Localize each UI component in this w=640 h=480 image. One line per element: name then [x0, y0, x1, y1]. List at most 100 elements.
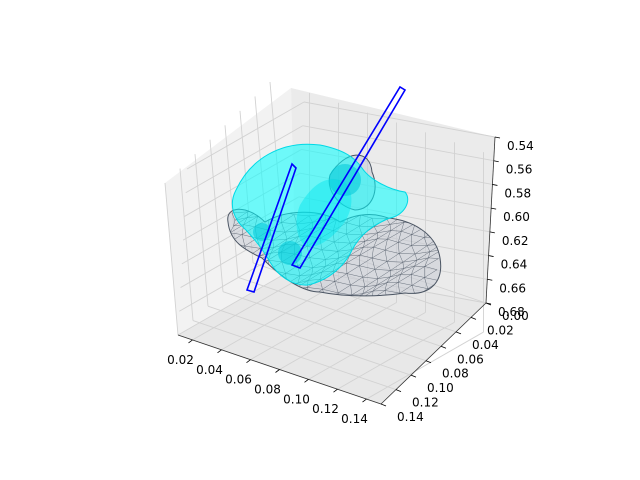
- mesh-edge: [377, 230, 391, 234]
- mesh-edge: [411, 234, 425, 238]
- grid-line-z: [186, 101, 305, 170]
- mesh-edge: [374, 261, 388, 270]
- z-tick: [493, 160, 499, 163]
- mesh-edge: [348, 293, 363, 296]
- mesh-edge: [229, 232, 243, 235]
- mesh-edge: [374, 269, 391, 271]
- mesh-edge: [390, 230, 402, 232]
- x-tick-label: 0.02: [167, 353, 194, 367]
- mesh-edge: [371, 257, 376, 270]
- mesh-edge: [241, 234, 245, 247]
- mesh-edge: [397, 242, 400, 254]
- mesh-edge: [411, 266, 425, 275]
- grid-line-z: [303, 101, 496, 138]
- y-tick: [470, 317, 477, 320]
- mesh-edge: [389, 222, 404, 225]
- mesh-edge: [403, 259, 418, 269]
- mesh-edge: [398, 242, 412, 246]
- mesh-edge: [397, 282, 400, 294]
- mesh-edge: [374, 269, 379, 279]
- mesh-edge: [372, 285, 377, 292]
- mesh-edge: [362, 277, 366, 287]
- cyan-blob: [329, 164, 361, 196]
- mesh-edge: [364, 232, 378, 242]
- mesh-edge: [384, 242, 399, 251]
- mesh-edge: [362, 232, 378, 236]
- x-tick-label: 0.12: [312, 402, 339, 416]
- mesh-edge: [374, 224, 391, 227]
- x-tick-label: 0.04: [196, 363, 223, 377]
- mesh-edge: [377, 224, 391, 234]
- mesh-edge: [363, 238, 378, 248]
- mesh-edge: [346, 262, 360, 267]
- mesh-edge: [362, 276, 378, 279]
- grid-line-z: [185, 125, 303, 194]
- mesh-edge: [402, 262, 405, 269]
- x-tick: [333, 388, 338, 393]
- mesh-edge: [372, 257, 388, 262]
- x-tick-label: 0.10: [283, 392, 310, 406]
- mesh-edge: [428, 257, 439, 259]
- mesh-edge: [411, 245, 416, 255]
- mesh-edge: [397, 231, 402, 243]
- z-tick-label: 0.64: [501, 258, 528, 272]
- mesh-edge: [401, 230, 412, 235]
- mesh-edge: [376, 282, 387, 286]
- mesh-edge: [402, 259, 418, 263]
- mesh-edge: [424, 277, 429, 289]
- mesh-edge: [390, 274, 401, 278]
- mesh-edge: [322, 281, 335, 290]
- x-tick-label: 0.08: [254, 383, 281, 397]
- mesh-edge: [334, 273, 348, 282]
- x-tick: [304, 379, 309, 383]
- mesh-edge: [359, 265, 363, 278]
- mesh-edge: [350, 284, 366, 288]
- mesh-edge: [371, 249, 386, 259]
- mesh-edge: [364, 278, 378, 287]
- mesh-edge: [373, 238, 388, 248]
- mesh-edge: [403, 265, 415, 269]
- mesh-edge: [362, 285, 377, 294]
- mesh-edge: [377, 230, 391, 240]
- mesh-edge: [411, 274, 413, 286]
- mesh-edge: [346, 273, 363, 278]
- mesh-edge: [384, 282, 399, 291]
- y-tick-label: 0.02: [487, 323, 514, 337]
- z-tick-label: 0.60: [503, 210, 530, 224]
- mesh-edge: [411, 285, 428, 289]
- y-tick: [410, 374, 417, 378]
- grid-line-y: [192, 320, 397, 390]
- y-tick: [380, 403, 387, 407]
- mesh-edge: [351, 241, 366, 250]
- grid-line-y: [179, 168, 194, 321]
- mesh-edge: [233, 220, 236, 227]
- mesh-edge: [359, 290, 374, 296]
- mesh-edge: [359, 257, 373, 266]
- mesh-edge: [244, 245, 261, 249]
- mesh-edge: [397, 274, 412, 283]
- mesh-edge: [346, 263, 348, 274]
- x-tick: [188, 339, 193, 344]
- cyan-body: [231, 143, 409, 286]
- z-tick: [491, 207, 497, 210]
- mesh-edge: [390, 268, 404, 271]
- mesh-edge: [372, 290, 374, 296]
- mesh-edge: [414, 245, 428, 255]
- mesh-edge: [414, 259, 418, 267]
- mesh-edge: [384, 249, 400, 254]
- mesh-edge: [346, 254, 360, 264]
- floor-pane: [178, 268, 486, 404]
- z-tick-label: 0.68: [498, 305, 525, 319]
- y-tick-label: 0.14: [397, 410, 424, 424]
- mesh-edge: [350, 285, 353, 295]
- grid-line-x: [337, 321, 455, 390]
- mesh-edge: [390, 268, 404, 278]
- z-tick: [492, 184, 498, 186]
- mesh-edge: [334, 281, 351, 286]
- mesh-edge: [401, 223, 416, 232]
- mesh-edge: [359, 293, 364, 296]
- mesh-edge: [350, 276, 363, 286]
- mesh-edge: [397, 282, 413, 286]
